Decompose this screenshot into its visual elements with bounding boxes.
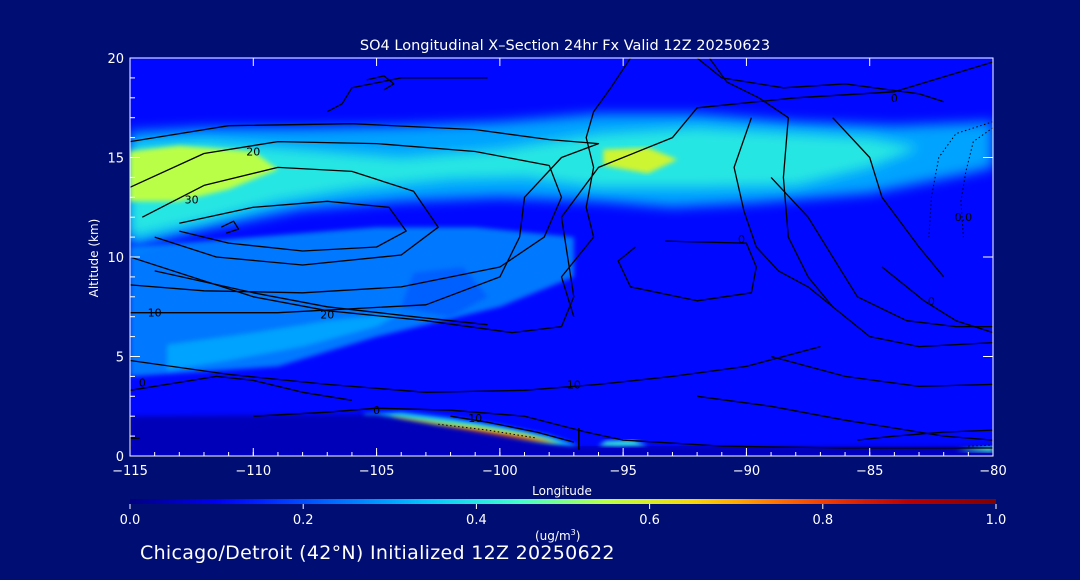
x-axis: −115 −110 −105 −100 −95 −90 −85 −80	[112, 58, 1007, 479]
contour-line	[733, 117, 834, 308]
contour-label: 10	[468, 412, 482, 425]
y-tick-label: 5	[116, 351, 124, 366]
contour-labels: 20 30 10 20 10 0 0 10 0 0 0 0.0	[139, 92, 972, 425]
x-tick-label: −85	[856, 464, 883, 479]
contour-line	[179, 200, 407, 252]
contour-line	[253, 407, 993, 449]
contour-line	[154, 270, 488, 326]
contour-line	[450, 415, 574, 443]
contour-line	[130, 375, 353, 401]
colorbar: 0.0 0.2 0.4 0.6 0.8 1.0 (ug/m3)	[120, 499, 1007, 543]
contour-line	[881, 266, 993, 334]
contour-label: 0	[891, 92, 898, 105]
heatmap-region	[130, 127, 919, 238]
heatmap-region	[130, 414, 993, 456]
unit-superscript: 3	[571, 528, 576, 537]
contour-label: 0.0	[955, 211, 973, 224]
x-axis-label: Longitude	[532, 484, 592, 498]
contour-line	[326, 77, 488, 113]
contour-label: 0	[738, 233, 745, 246]
colorbar-ticks: 0.0 0.2 0.4 0.6 0.8 1.0	[120, 504, 1007, 528]
y-axis-label: Altitude (km)	[87, 219, 101, 298]
contour-label: 10	[148, 307, 162, 320]
colorbar-unit-label: (ug/m3)	[535, 528, 580, 543]
chart-title: SO4 Longitudinal X–Section 24hr Fx Valid…	[360, 38, 770, 54]
contour-lines	[130, 58, 993, 450]
contour-line	[130, 123, 600, 314]
x-tick-label: −110	[235, 464, 271, 479]
colorbar-tick-label: 0.4	[466, 513, 487, 528]
colorbar-tick-label: 0.6	[639, 513, 660, 528]
x-tick-label: −115	[112, 464, 148, 479]
contour-label: 0	[928, 295, 935, 308]
colorbar-tick-label: 1.0	[986, 513, 1007, 528]
dotted-contour-line	[438, 423, 537, 439]
contour-label: 30	[185, 193, 199, 206]
contour-line	[142, 166, 439, 266]
dotted-contour-line	[960, 127, 993, 238]
contour-line	[697, 395, 993, 441]
dotted-contour-line	[928, 121, 993, 238]
contour-line	[130, 140, 563, 294]
heatmap-region	[130, 145, 278, 202]
x-tick-label: −105	[359, 464, 395, 479]
contour-line	[130, 345, 821, 393]
colorbar-tick-label: 0.0	[120, 513, 141, 528]
footer-caption: Chicago/Detroit (42°N) Initialized 12Z 2…	[140, 542, 615, 564]
contour-line	[366, 75, 395, 91]
contour-line	[832, 117, 945, 278]
x-tick-label: −90	[733, 464, 760, 479]
contour-label: 20	[320, 309, 334, 322]
y-tick-label: 15	[107, 152, 124, 167]
heatmap-region	[603, 147, 678, 174]
contour-line	[560, 58, 632, 317]
y-axis: 0 5 10 15 20	[107, 52, 993, 465]
contour-line	[696, 58, 944, 103]
contour-line	[220, 220, 240, 234]
colorbar-tick-label: 0.8	[812, 513, 833, 528]
unit-text: (ug/m	[535, 529, 571, 543]
contour-line	[617, 240, 757, 302]
contour-line	[770, 176, 993, 328]
unit-close: )	[576, 529, 581, 543]
dotted-contour-line	[968, 444, 993, 447]
contour-line	[857, 429, 993, 441]
heatmap-fills	[130, 58, 993, 456]
colorbar-tick-label: 0.2	[293, 513, 314, 528]
y-tick-label: 0	[116, 450, 124, 465]
contour-label: 0	[139, 376, 146, 389]
x-tick-label: −80	[979, 464, 1006, 479]
y-tick-label: 10	[107, 251, 124, 266]
colorbar-gradient	[130, 499, 996, 504]
contour-label: 20	[246, 146, 260, 159]
x-tick-label: −100	[482, 464, 518, 479]
contour-label: 0	[373, 404, 380, 417]
contour-line	[708, 58, 993, 348]
x-tick-label: −95	[609, 464, 636, 479]
heatmap-region	[401, 267, 488, 317]
y-tick-label: 20	[107, 52, 124, 67]
contour-line	[770, 355, 993, 388]
contour-label: 10	[567, 378, 581, 391]
heatmap-region	[598, 440, 648, 447]
heatmap-region	[167, 312, 402, 371]
plot-area: 20 30 10 20 10 0 0 10 0 0 0 0.0	[130, 58, 993, 456]
